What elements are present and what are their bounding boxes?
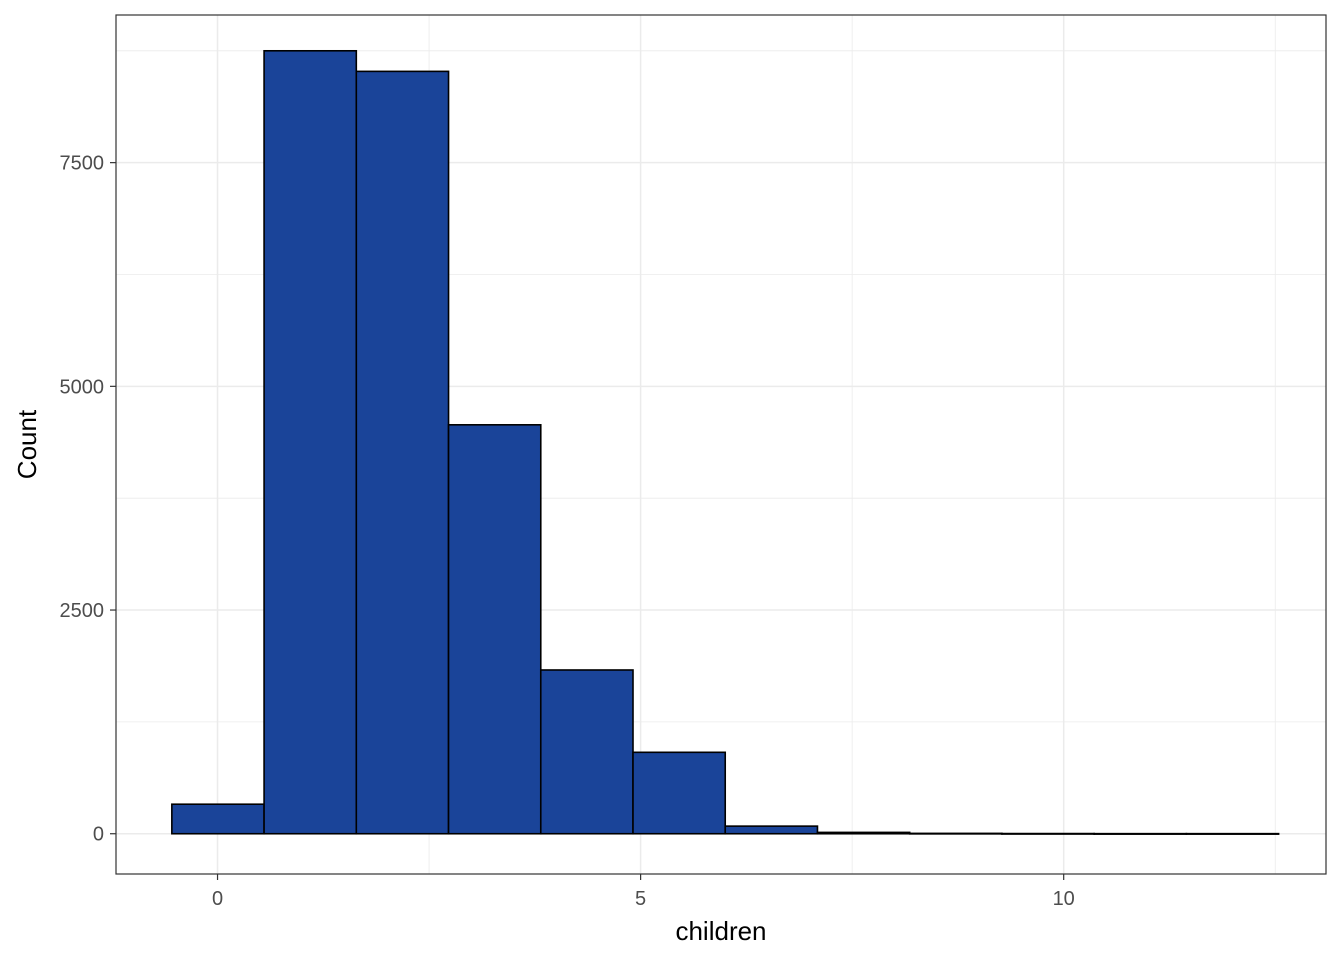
histogram-bar <box>447 424 542 835</box>
histogram-bar <box>1185 832 1280 835</box>
histogram-bar <box>539 669 634 835</box>
histogram-bar <box>816 831 911 835</box>
y-tick-label: 7500 <box>60 153 105 175</box>
histogram-bars <box>171 49 1280 835</box>
y-tick-label: 0 <box>93 824 104 846</box>
histogram-bar <box>355 70 450 835</box>
x-tick-label: 10 <box>1053 888 1075 910</box>
x-tick-label: 5 <box>635 888 646 910</box>
y-tick-label: 5000 <box>60 376 105 398</box>
axes: 0 5 10 0 2500 5000 7500 <box>60 153 1075 910</box>
panel-border <box>115 14 1327 875</box>
x-tick-label: 0 <box>212 888 223 910</box>
histogram-bar <box>1001 832 1095 835</box>
x-axis-title: children <box>675 916 766 946</box>
y-axis-title: Count <box>12 409 42 479</box>
histogram-bar <box>632 751 727 835</box>
histogram-bar <box>724 825 819 835</box>
histogram-bar <box>908 832 1003 835</box>
histogram-bar <box>263 49 358 835</box>
y-tick-label: 2500 <box>60 600 105 622</box>
histogram-bar <box>1093 832 1188 835</box>
histogram-bar <box>171 803 265 835</box>
